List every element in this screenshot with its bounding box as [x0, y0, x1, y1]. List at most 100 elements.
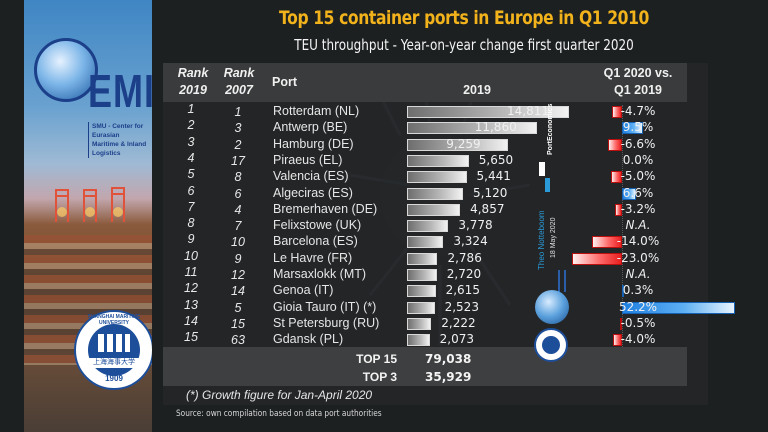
source-note: Source: own compilation based on data po…: [176, 409, 382, 419]
teu-value: 3,324: [453, 234, 488, 249]
total-top15-label: TOP 15: [356, 352, 397, 366]
change-value: -23.0%: [616, 250, 660, 265]
rank-2007: 2: [234, 137, 242, 152]
change-value: -3.2%: [620, 201, 656, 216]
teu-value: 5,441: [476, 169, 511, 184]
port-name: Valencia (ES): [273, 169, 349, 184]
total-top15-value: 79,038: [425, 352, 472, 366]
change-value: -14.0%: [616, 234, 660, 249]
change-value: N.A.: [625, 218, 651, 233]
teu-value: 11,860: [474, 120, 517, 135]
table-row: 7 4 Bremerhaven (DE) 4,857 -3.2%: [163, 200, 708, 219]
port-name: Barcelona (ES): [273, 234, 358, 249]
table-row: 9 10 Barcelona (ES) 3,324 -14.0%: [163, 232, 708, 251]
rank-2007: 7: [234, 219, 242, 234]
rank-2019: 3: [187, 134, 195, 149]
change-bar: [622, 122, 643, 135]
globe-icon: [34, 38, 98, 102]
table-row: 13 5 Gioia Tauro (IT) (*) 2,523 52.2%: [163, 298, 735, 317]
table-row: 12 14 Genoa (IT) 2,615 0.3%: [163, 281, 708, 300]
cranes-icon: [55, 187, 125, 222]
change-value: N.A.: [625, 267, 651, 281]
smu-year: 1909: [105, 374, 123, 383]
port-name: Antwerp (BE): [273, 120, 348, 135]
rank-2019: 11: [184, 265, 198, 279]
table-row: 10 9 Le Havre (FR) 2,786 -23.0%: [163, 249, 708, 268]
teu-bar: [407, 106, 569, 118]
change-bar: [622, 301, 735, 314]
teu-value: 5,120: [473, 185, 508, 200]
date-watermark: 18 May 2020: [550, 217, 557, 258]
mini-cemil-logo: [558, 270, 566, 292]
rank-2007: 15: [231, 316, 245, 331]
teu-value: 3,778: [458, 218, 493, 233]
teu-value: 9,259: [446, 136, 481, 151]
port-name: Hamburg (DE): [273, 136, 354, 151]
change-value: -6.6%: [620, 136, 656, 151]
rank-2007: 8: [234, 170, 242, 185]
port-name: Felixstowe (UK): [273, 218, 362, 233]
ship-icon: [98, 334, 130, 352]
table-row: 11 12 Marsaxlokk (MT) 2,720 N.A.: [163, 265, 708, 284]
header-rank2019-line1: Rank: [177, 66, 209, 80]
port-name: Genoa (IT): [273, 283, 334, 298]
rank-2019: 4: [187, 150, 195, 165]
totals-band: TOP 15 79,038 TOP 3 35,929: [163, 347, 687, 386]
change-value: -0.5%: [620, 315, 656, 330]
rank-2019: 5: [187, 167, 195, 182]
port-name: Gioia Tauro (IT) (*): [273, 299, 377, 314]
change-value: 0.3%: [622, 283, 654, 298]
port-name: Le Havre (FR): [273, 250, 353, 265]
total-top3-label: TOP 3: [362, 370, 397, 384]
rank-2019: 15: [184, 330, 198, 345]
port-name: Algeciras (ES): [273, 185, 353, 200]
table-row: 15 63 Gdansk (PL) 2,073 -4.0%: [163, 330, 708, 349]
change-zero-axis: [622, 105, 623, 351]
rank-2007: 10: [231, 235, 245, 250]
change-value: -4.7%: [620, 104, 656, 118]
rank-2007: 6: [234, 186, 242, 201]
table-row: 14 15 St Petersburg (RU) 2,222 -0.5%: [163, 314, 708, 333]
teu-bar: [407, 122, 537, 135]
table-row: 1 1 Rotterdam (NL) 14,811 -4.7%: [163, 102, 708, 121]
teu-bar: [407, 203, 461, 216]
teu-value: 2,222: [441, 315, 476, 330]
rank-2019: 12: [184, 281, 198, 296]
teu-value: 4,857: [470, 201, 505, 216]
port-name: St Petersburg (RU): [273, 315, 380, 330]
mini-smu-emblem: [542, 336, 560, 354]
port-name: Gdansk (PL): [273, 332, 344, 347]
ports-table: Rank 2019 Rank 2007 Port 2019 Q1 2020 vs…: [163, 63, 735, 405]
header-change-line2: Q1 2019: [614, 83, 662, 97]
port-name: Bremerhaven (DE): [273, 201, 378, 216]
teu-value: 2,615: [445, 283, 480, 298]
table-row: 3 2 Hamburg (DE) 9,259 -6.6%: [163, 134, 708, 154]
rank-2019: 1: [187, 102, 195, 116]
teu-bar: [407, 236, 444, 249]
header-teu-2019: 2019: [463, 83, 491, 97]
change-bar: [622, 285, 624, 298]
change-value: 52.2%: [618, 299, 658, 314]
change-bar: [591, 236, 622, 249]
teu-bar: [407, 187, 463, 200]
table-row: 6 6 Algeciras (ES) 5,120 6.6%: [163, 183, 708, 203]
port-name: Piraeus (EL): [273, 152, 343, 167]
teu-value: 14,811: [507, 104, 549, 118]
change-bar: [607, 138, 622, 151]
change-bar: [611, 106, 622, 118]
change-bar: [620, 317, 622, 330]
rank-2019: 2: [187, 118, 195, 133]
rank-2019: 6: [187, 183, 195, 198]
teu-value: 2,073: [439, 332, 475, 347]
teu-bar: [407, 171, 467, 184]
change-value: 0.0%: [622, 152, 654, 167]
footnote: (*) Growth figure for Jan-April 2020: [186, 388, 373, 402]
teu-value: 2,523: [444, 299, 479, 314]
table-row: 5 8 Valencia (ES) 5,441 -5.0%: [163, 167, 708, 186]
change-bar: [572, 252, 622, 265]
rank-2007: 1: [234, 105, 242, 119]
smu-logo-arc-text: SHANGHAI MARITIME UNIVERSITY: [87, 314, 141, 326]
teu-value: 2,786: [447, 250, 482, 265]
porteconomics-label: PortEconomics: [547, 103, 554, 155]
change-value: 6.6%: [622, 185, 654, 200]
